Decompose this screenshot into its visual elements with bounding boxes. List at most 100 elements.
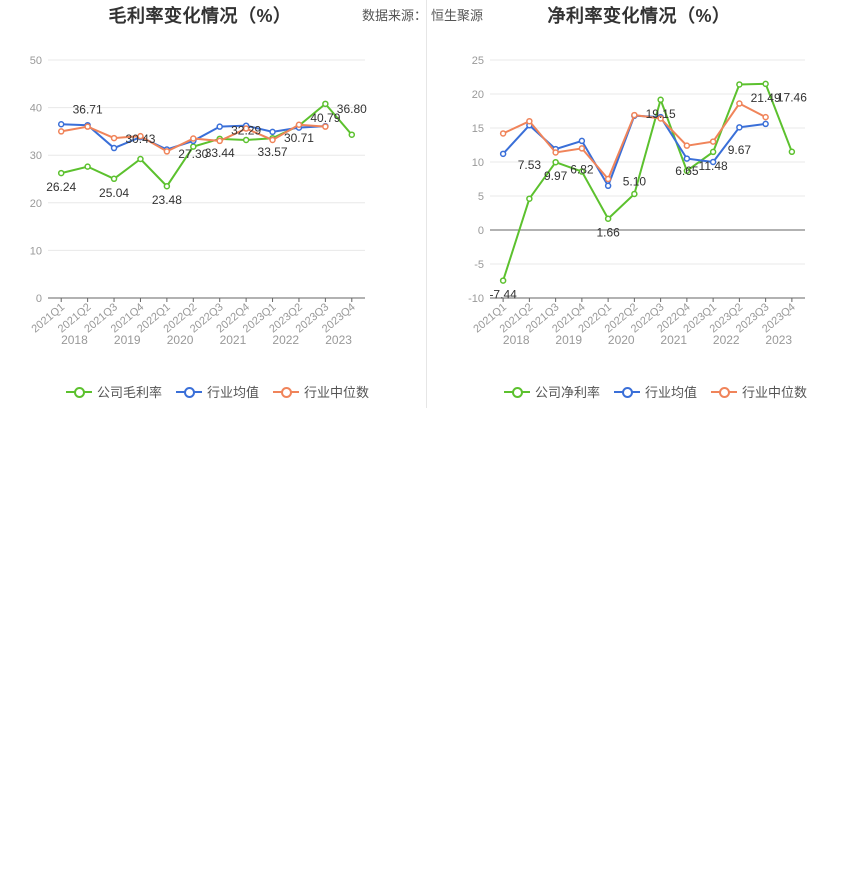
- net-margin-data-label: 11.48: [699, 159, 728, 173]
- gross-margin-data-label: 25.04: [99, 186, 129, 200]
- net-margin-data-label: 6.65: [675, 164, 699, 178]
- net-margin-series-point-2: [657, 115, 664, 122]
- legend-swatch-green: [66, 386, 92, 398]
- net-margin-series-point-0: [788, 148, 796, 156]
- gross-margin-series-point-1: [216, 123, 223, 130]
- legend-swatch-orange: [711, 386, 738, 398]
- legend-item-industry-average[interactable]: 行业均值: [614, 382, 697, 401]
- gross-margin-series-point-1: [269, 128, 276, 136]
- data-source-label: 数据来源：: [362, 8, 428, 23]
- net-margin-series-point-2: [683, 142, 691, 149]
- net-margin-year-label: 2021: [660, 333, 687, 347]
- gross-margin-series-point-0: [84, 163, 91, 170]
- net-margin-data-label: 6.82: [570, 163, 594, 177]
- legend-label: 行业均值: [207, 385, 260, 400]
- gross-margin-series-point-0: [322, 100, 329, 108]
- gross-margin-series-point-2: [84, 123, 91, 130]
- gross-margin-series-point-0: [137, 155, 144, 163]
- gross-margin-y-tick-label: 30: [30, 150, 42, 162]
- legend-item-company-net-margin[interactable]: 公司净利率: [504, 382, 600, 401]
- net-margin-y-tick-label: -10: [468, 293, 484, 305]
- net-margin-series-point-2: [526, 117, 533, 125]
- net-margin-series-point-2: [631, 111, 638, 119]
- gross-margin-series-point-2: [137, 132, 144, 140]
- gross-margin-series-point-2: [163, 148, 171, 155]
- legend-label: 行业均值: [645, 385, 698, 400]
- gross-margin-year-label: 2022: [272, 333, 299, 347]
- net-margin-data-label: 17.46: [777, 90, 807, 104]
- net-margin-series-point-0: [709, 148, 717, 156]
- gross-margin-series-point-2: [295, 121, 303, 128]
- gross-margin-chart: 010203040502021Q12021Q22021Q32021Q42022Q…: [29, 55, 367, 347]
- net-margin-data-label: -7.44: [489, 288, 517, 302]
- net-margin-series-point-0: [631, 190, 638, 198]
- net-margin-y-tick-label: 10: [472, 157, 484, 169]
- legend-item-industry-median[interactable]: 行业中位数: [273, 382, 369, 401]
- gross-margin-series-point-2: [269, 136, 276, 144]
- gross-margin-series-point-2: [57, 128, 65, 135]
- net-margin-data-label: 9.67: [728, 143, 752, 157]
- legend-item-industry-median[interactable]: 行业中位数: [711, 382, 807, 401]
- net-margin-series-point-0: [499, 277, 507, 284]
- legend-swatch-blue: [614, 386, 641, 398]
- gross-margin-y-tick-label: 40: [30, 103, 42, 115]
- net-margin-y-tick-label: 0: [478, 225, 484, 237]
- gross-margin-year-label: 2021: [220, 333, 247, 347]
- gross-margin-series-point-0: [163, 182, 171, 190]
- net-margin-series-point-0: [604, 215, 612, 222]
- net-margin-series-point-2: [736, 100, 743, 107]
- net-margin-year-label: 2019: [555, 333, 582, 347]
- gross-margin-series-point-2: [216, 137, 223, 145]
- gross-margin-y-tick-label: 10: [30, 245, 42, 257]
- net-margin-series-point-0: [657, 96, 664, 104]
- gross-margin-data-label: 33.44: [205, 146, 235, 160]
- net-margin-y-tick-label: -5: [474, 259, 484, 271]
- gross-margin-y-tick-label: 50: [30, 55, 42, 67]
- gross-margin-series-point-0: [348, 131, 356, 138]
- net-margin-data-label: 7.53: [518, 158, 542, 172]
- net-margin-series-point-2: [709, 138, 717, 145]
- net-margin-series-point-0: [526, 195, 533, 202]
- gross-margin-y-tick-label: 20: [30, 198, 42, 210]
- net-margin-data-label: 5.10: [623, 174, 647, 188]
- data-source-name: 恒生聚源: [431, 8, 484, 23]
- gross-margin-year-label: 2018: [61, 333, 88, 347]
- gross-margin-series-point-2: [242, 125, 250, 132]
- gross-margin-data-label: 30.71: [284, 131, 314, 145]
- gross-margin-legend: 公司毛利率 行业均值 行业中位数: [66, 382, 369, 401]
- net-margin-legend: 公司净利率 行业均值 行业中位数: [504, 382, 807, 401]
- net-margin-y-tick-label: 15: [472, 123, 484, 135]
- net-margin-chart-panel: 净利率变化情况（%） -10 -5 0 5 10 15 20 25 2021Q1 2021Q2 20…: [428, 0, 850, 410]
- gross-margin-data-label: 23.48: [152, 193, 182, 207]
- legend-item-industry-average[interactable]: 行业均值: [176, 382, 259, 401]
- gross-margin-series-point-1: [57, 121, 65, 128]
- net-margin-series-point-0: [762, 80, 769, 88]
- gross-margin-data-label: 36.80: [337, 102, 367, 116]
- net-margin-year-label: 2022: [713, 333, 740, 347]
- net-margin-data-label: 19.15: [646, 107, 676, 121]
- net-margin-series-point-0: [736, 81, 743, 88]
- net-margin-series-point-1: [709, 158, 717, 166]
- net-margin-series-point-2: [578, 145, 586, 152]
- data-source: 数据来源： 恒生聚源: [362, 5, 487, 24]
- net-margin-series-point-1: [736, 124, 743, 131]
- net-margin-series-point-1: [578, 137, 586, 145]
- legend-label: 公司毛利率: [97, 385, 163, 400]
- net-margin-series-line-0: [502, 82, 793, 281]
- net-margin-series-point-0: [552, 158, 559, 166]
- panel-divider: [426, 0, 427, 408]
- gross-margin-data-label: 30.43: [125, 132, 155, 146]
- net-margin-series-point-2: [762, 113, 769, 121]
- net-margin-data-label: 21.49: [751, 91, 781, 105]
- gross-margin-year-label: 2020: [167, 333, 194, 347]
- net-margin-data-label: 1.66: [596, 226, 620, 240]
- net-margin-year-label: 2023: [765, 333, 792, 347]
- net-margin-series-point-1: [499, 150, 507, 158]
- gross-margin-series-point-0: [57, 169, 65, 177]
- net-margin-series-point-0: [578, 168, 586, 175]
- net-margin-series-point-1: [604, 182, 612, 190]
- gross-margin-series-point-2: [190, 135, 197, 142]
- legend-label: 公司净利率: [535, 385, 601, 400]
- legend-item-company-gross-margin[interactable]: 公司毛利率: [66, 382, 162, 401]
- net-margin-series-point-2: [499, 130, 507, 137]
